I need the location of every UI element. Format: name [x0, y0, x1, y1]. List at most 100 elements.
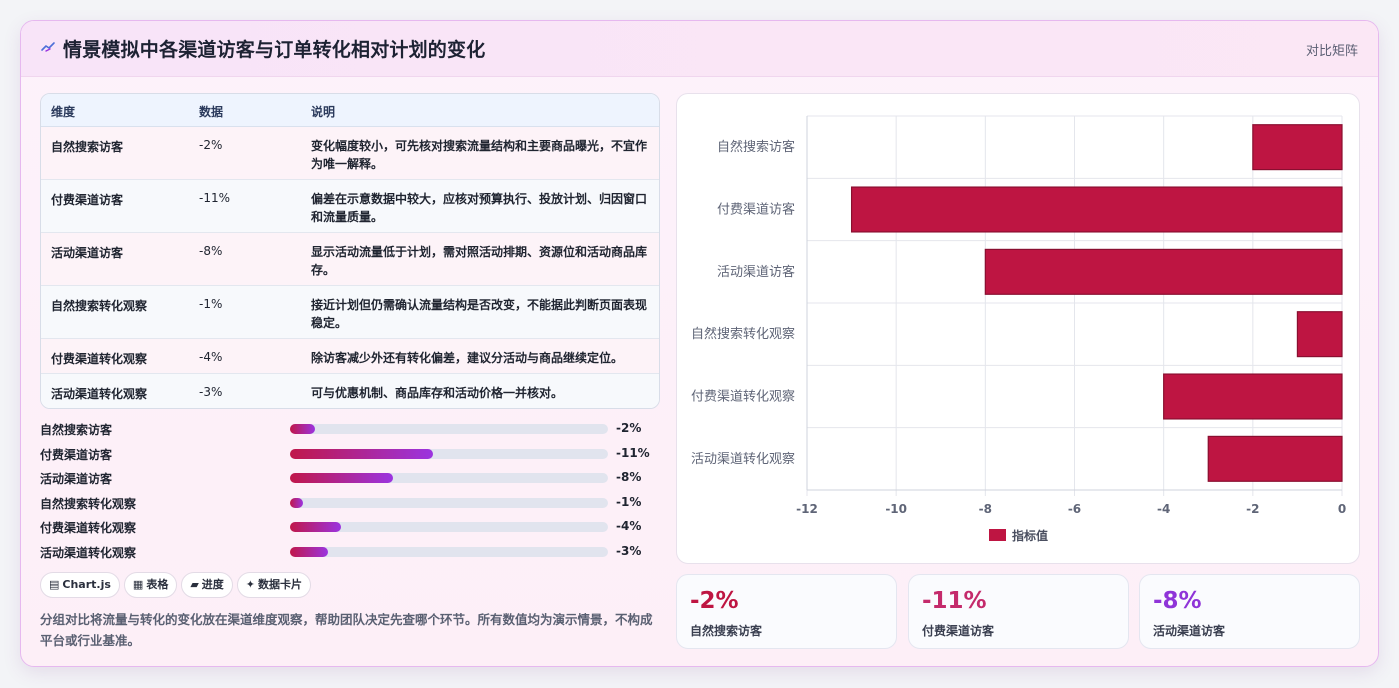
progress-fill: [290, 473, 394, 484]
view-chip[interactable]: ▰ 进度: [181, 572, 233, 598]
row-dimension: 活动渠道访客: [51, 246, 124, 260]
column-header-data: 数据: [199, 105, 224, 119]
chart-bar: [984, 248, 1343, 295]
table-row: 付费渠道访客 -11% 偏差在示意数据中较大，应核对预算执行、投放计划、归因窗口和流…: [41, 180, 659, 233]
x-tick-label: -2: [1246, 502, 1259, 516]
x-tick-label: -12: [796, 502, 818, 516]
card-header: 情景模拟中各渠道访客与订单转化相对计划的变化 对比矩阵: [21, 21, 1378, 77]
y-tick-label: 活动渠道转化观察: [691, 452, 795, 467]
trend-line-icon: [41, 42, 55, 52]
progress-row: 付费渠道访客 -11%: [40, 444, 660, 469]
progress-track: [290, 424, 608, 434]
progress-value: -2%: [616, 421, 642, 435]
stat-value: -11%: [922, 588, 987, 614]
row-dimension: 自然搜索转化观察: [51, 299, 148, 313]
progress-value: -1%: [616, 494, 642, 509]
column-header-dimension: 维度: [51, 105, 76, 119]
view-chip-group: ▤ Chart.js ▦ 表格 ▰ 进度 ✦ 数据卡片: [40, 572, 315, 598]
x-tick-label: -8: [979, 502, 992, 516]
row-note: 偏差在示意数据中较大，应核对预算执行、投放计划、归因窗口和流量质量。: [311, 192, 648, 224]
chip-icon: ▰: [190, 578, 199, 591]
chip-icon: ▦: [132, 578, 144, 591]
column-header-note: 说明: [311, 105, 336, 119]
chart-bar: [850, 186, 1343, 233]
progress-label: 付费渠道访客: [40, 447, 113, 462]
row-value: -11%: [199, 191, 231, 205]
x-tick-label: 0: [1338, 502, 1346, 516]
progress-value: -3%: [616, 543, 642, 558]
row-dimension: 付费渠道转化观察: [51, 352, 148, 366]
x-tick-label: -4: [1157, 502, 1170, 516]
stat-value: -2%: [690, 588, 739, 614]
progress-track: [290, 448, 608, 459]
x-tick-label: -10: [885, 502, 907, 516]
footnote: 分组对比将流量与转化的变化放在渠道维度观察，帮助团队决定先查哪个环节。所有数值均…: [40, 612, 653, 648]
y-tick-label: 付费渠道访客: [717, 202, 795, 218]
row-value: -2%: [199, 138, 223, 152]
chart-bar: [1207, 435, 1343, 482]
bar-chart: 自然搜索访客 付费渠道访客 活动渠道访客自然搜索转化观察 付费渠道转化观察 活动渠道转化…: [676, 93, 1360, 564]
chip-icon: ✦: [245, 578, 256, 591]
chip-label: 数据卡片: [258, 578, 303, 591]
row-value: -4%: [199, 350, 223, 364]
progress-track: [290, 522, 608, 533]
stat-card: -2% 自然搜索访客: [676, 574, 897, 649]
stat-card: -8% 活动渠道访客: [1139, 574, 1360, 649]
progress-row: 自然搜索访客 -2%: [40, 419, 660, 444]
y-tick-label: 自然搜索访客: [717, 139, 795, 155]
row-note: 除访客减少外还有转化偏差，建议分活动与商品继续定位。: [311, 351, 624, 365]
progress-row: 活动渠道访客 -8%: [40, 468, 660, 493]
row-value: -8%: [199, 244, 223, 258]
page-title: 情景模拟中各渠道访客与订单转化相对计划的变化: [63, 39, 486, 61]
progress-fill: [290, 424, 316, 434]
stat-label: 活动渠道访客: [1153, 624, 1226, 638]
chip-label: Chart.js: [62, 578, 111, 591]
progress-fill: [290, 497, 303, 508]
progress-label: 付费渠道转化观察: [40, 521, 137, 536]
table-row: 自然搜索转化观察 -1% 接近计划但仍需确认流量结构是否改变，不能据此判断页面表现稳…: [41, 286, 659, 339]
chip-label: 进度: [201, 578, 224, 591]
row-dimension: 付费渠道访客: [51, 193, 124, 207]
progress-row: 自然搜索转化观察 -1%: [40, 493, 660, 518]
row-dimension: 自然搜索访客: [51, 140, 124, 154]
compare-matrix-link[interactable]: 对比矩阵: [1305, 44, 1358, 59]
report-card: 情景模拟中各渠道访客与订单转化相对计划的变化 对比矩阵 维度 数据 说明 自然搜…: [20, 20, 1379, 667]
chart-bar: [1252, 124, 1343, 171]
row-note: 接近计划但仍需确认流量结构是否改变，不能据此判断页面表现稳定。: [311, 298, 648, 330]
chart-bar: [1163, 373, 1343, 420]
progress-value: -4%: [616, 519, 642, 534]
view-chip[interactable]: ▤ Chart.js: [40, 572, 120, 598]
stat-value: -8%: [1153, 588, 1202, 614]
stat-label: 付费渠道访客: [922, 624, 995, 638]
progress-list: 自然搜索访客 -2% 付费渠道访客 -11% 活动渠道访客 -8% 自然搜索转化观察 -1% 付…: [40, 419, 660, 567]
progress-value: -11%: [616, 445, 650, 460]
progress-track: [290, 497, 608, 508]
table-row: 付费渠道转化观察 -4% 除访客减少外还有转化偏差，建议分活动与商品继续定位。: [41, 339, 659, 374]
progress-fill: [290, 448, 434, 459]
x-tick-label: -6: [1068, 502, 1081, 516]
chip-label: 表格: [146, 578, 169, 591]
progress-label: 自然搜索访客: [40, 423, 113, 437]
y-tick-label: 自然搜索转化观察: [691, 326, 795, 342]
progress-row: 付费渠道转化观察 -4%: [40, 517, 660, 542]
progress-value: -8%: [616, 470, 642, 485]
stat-card: -11% 付费渠道访客: [908, 574, 1129, 649]
table-row: 活动渠道转化观察 -3% 可与优惠机制、商品库存和活动价格一并核对。: [41, 374, 659, 408]
chart-bar: [1296, 311, 1343, 358]
table-row: 活动渠道访客 -8% 显示活动流量低于计划，需对照活动排期、资源位和活动商品库存。: [41, 233, 659, 286]
data-table: 维度 数据 说明 自然搜索访客 -2% 变化幅度较小，可先核对搜索流量结构和主要商品…: [40, 93, 660, 409]
stat-label: 自然搜索访客: [690, 624, 763, 638]
chip-icon: ▤: [49, 578, 60, 591]
view-chip[interactable]: ✦ 数据卡片: [236, 572, 312, 598]
row-dimension: 活动渠道转化观察: [51, 387, 148, 401]
y-tick-label: 活动渠道访客: [717, 264, 795, 280]
progress-fill: [290, 522, 341, 533]
table-row: 自然搜索访客 -2% 变化幅度较小，可先核对搜索流量结构和主要商品曝光，不宜作为唯一…: [41, 127, 659, 180]
view-chip[interactable]: ▦ 表格: [123, 572, 178, 598]
progress-label: 活动渠道访客: [40, 472, 113, 487]
row-note: 显示活动流量低于计划，需对照活动排期、资源位和活动商品库存。: [311, 245, 648, 277]
table-header: 维度 数据 说明: [41, 94, 659, 127]
y-tick-label: 付费渠道转化观察: [691, 390, 795, 405]
progress-track: [290, 473, 608, 484]
progress-label: 活动渠道转化观察: [40, 545, 137, 560]
